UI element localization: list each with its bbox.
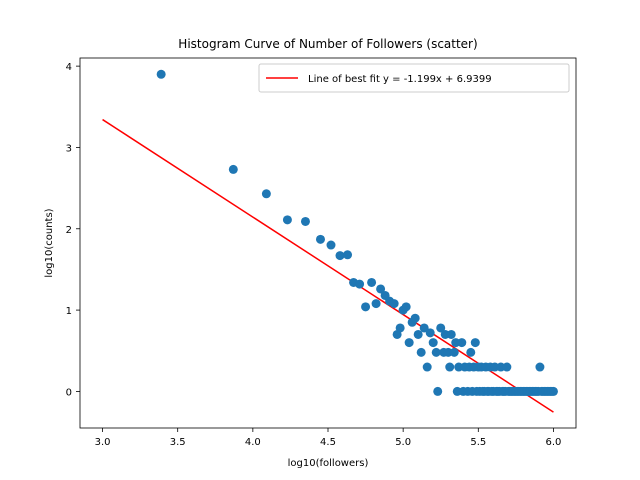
- scatter-point: [422, 362, 432, 372]
- scatter-point: [355, 279, 365, 289]
- scatter-point: [326, 240, 336, 250]
- scatter-point: [433, 386, 443, 396]
- legend-label: Line of best fit y = -1.199x + 6.9399: [308, 74, 492, 85]
- y-tick-label: 3: [66, 143, 72, 154]
- scatter-point: [416, 347, 426, 357]
- x-axis-label: log10(followers): [288, 458, 369, 469]
- scatter-point: [343, 250, 353, 260]
- scatter-point: [425, 328, 435, 338]
- x-tick-label: 3.5: [170, 437, 186, 448]
- scatter-point: [282, 215, 292, 225]
- scatter-point: [228, 164, 238, 174]
- plot-area: [102, 69, 558, 413]
- x-tick-label: 4.0: [245, 437, 261, 448]
- y-tick-label: 4: [66, 62, 72, 73]
- scatter-point: [315, 234, 325, 244]
- scatter-point: [361, 302, 371, 312]
- scatter-point: [404, 338, 414, 348]
- x-tick-label: 5.0: [395, 437, 411, 448]
- x-axis-ticks: 3.0 3.5 4.0 4.5 5.0 5.5 6.0: [95, 428, 562, 448]
- scatter-point: [428, 338, 438, 348]
- x-tick-label: 3.0: [95, 437, 111, 448]
- scatter-point: [535, 362, 545, 372]
- scatter-point: [419, 323, 429, 333]
- scatter-point: [156, 69, 166, 79]
- scatter-point: [261, 189, 271, 199]
- scatter-point: [457, 338, 467, 348]
- scatter-point: [449, 347, 459, 357]
- x-tick-label: 6.0: [546, 437, 562, 448]
- scatter-point: [395, 323, 405, 333]
- scatter-point: [389, 299, 399, 309]
- scatter-point: [466, 347, 476, 357]
- x-tick-label: 4.5: [320, 437, 336, 448]
- y-tick-label: 0: [66, 387, 72, 398]
- scatter-point: [371, 299, 381, 309]
- scatter-point: [436, 323, 446, 333]
- scatter-point: [376, 284, 386, 294]
- scatter-point: [445, 362, 455, 372]
- x-tick-label: 5.5: [470, 437, 486, 448]
- scatter-point: [470, 338, 480, 348]
- scatter-point: [401, 302, 411, 312]
- y-axis-label: log10(counts): [44, 208, 55, 277]
- scatter-point: [410, 313, 420, 323]
- chart-title: Histogram Curve of Number of Followers (…: [178, 37, 477, 51]
- legend: Line of best fit y = -1.199x + 6.9399: [258, 63, 570, 93]
- scatter-point: [548, 386, 558, 396]
- scatter-point: [431, 347, 441, 357]
- y-axis-ticks: 0 1 2 3 4: [66, 62, 80, 398]
- scatter-point: [446, 329, 456, 339]
- scatter-point: [335, 251, 345, 261]
- y-tick-label: 1: [66, 306, 72, 317]
- y-tick-label: 2: [66, 225, 72, 236]
- scatter-point: [413, 329, 423, 339]
- scatter-point: [300, 216, 310, 226]
- scatter-point: [367, 277, 377, 287]
- scatter-points-layer: [156, 69, 558, 396]
- scatter-point: [502, 362, 512, 372]
- legend-box: [258, 63, 570, 93]
